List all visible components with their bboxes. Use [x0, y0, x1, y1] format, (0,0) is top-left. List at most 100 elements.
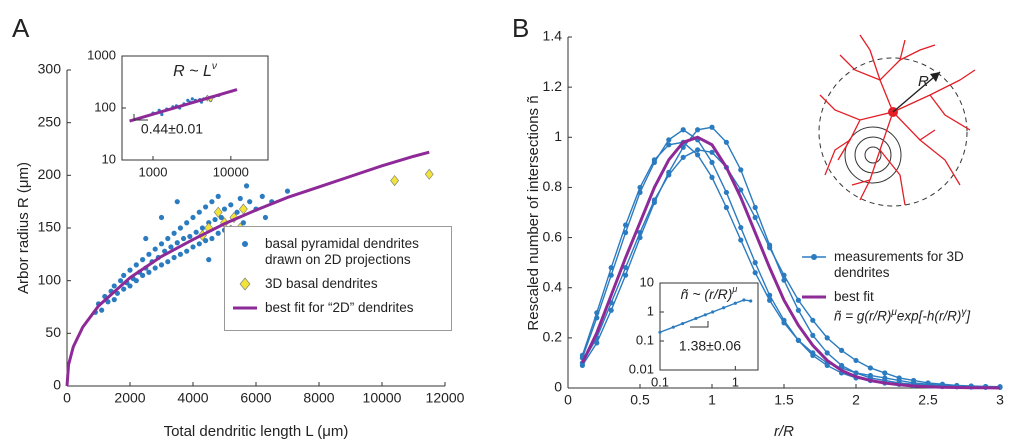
- data-point: [228, 202, 234, 208]
- legend-label: 3D basal dendrites: [265, 276, 378, 291]
- data-point: [781, 272, 787, 278]
- data-point: [127, 283, 133, 289]
- data-point: [703, 313, 707, 317]
- data-point: [867, 365, 874, 371]
- title-part: ñ ~ (r/R): [681, 286, 733, 302]
- y-tick-label: 300: [38, 61, 62, 77]
- data-point: [882, 375, 888, 381]
- data-point: [681, 321, 685, 326]
- data-point: [594, 310, 600, 316]
- data-point: [160, 112, 164, 117]
- legend-label: basal pyramidal dendrites drawn on 2D pr…: [265, 236, 419, 267]
- x-tick-label: 10000: [363, 390, 402, 406]
- data-point: [680, 154, 686, 160]
- slope-annotation: 1.38±0.06: [679, 338, 741, 354]
- legend-entry: basal pyramidal dendrites drawn on 2D pr…: [231, 236, 445, 268]
- title-part: R ~ L: [173, 63, 212, 80]
- legend-text-block: 3D basal dendrites: [265, 276, 378, 292]
- data-point: [186, 98, 190, 103]
- data-point: [651, 157, 658, 163]
- data-point: [158, 241, 165, 247]
- legend-entry: best fit for “2D” dendrites: [231, 300, 445, 316]
- data-point: [824, 350, 830, 356]
- data-point: [209, 235, 215, 242]
- legend-swatch: [802, 254, 826, 260]
- plot-area: [65, 150, 434, 387]
- data-point: [671, 325, 675, 329]
- x-tick-label: 4000: [177, 390, 208, 406]
- y-tick-label: 10: [640, 274, 654, 289]
- formula-part: ñ = g(r/R): [834, 308, 892, 324]
- data-point: [190, 214, 196, 221]
- data-point: [133, 262, 139, 268]
- legend-text-block: measurements for 3D dendrites: [834, 249, 1015, 281]
- data-point: [165, 235, 171, 242]
- data-point: [99, 307, 105, 313]
- data-point: [695, 127, 701, 133]
- data-point: [174, 199, 180, 205]
- legend-entry: measurements for 3D dendrites: [800, 249, 1015, 281]
- data-point: [694, 316, 698, 321]
- data-point: [187, 233, 193, 240]
- data-point: [711, 310, 715, 314]
- data-point: [738, 237, 744, 243]
- legend-entry: best fit ñ = g(r/R)μexp[-h(r/R)γ]: [800, 289, 1015, 325]
- title-part: ν: [212, 61, 217, 72]
- data-point: [637, 184, 643, 191]
- data-point: [213, 206, 223, 218]
- y-tick-label: 150: [38, 219, 62, 235]
- data-point: [658, 330, 662, 334]
- y-tick-label: 0.8: [543, 178, 563, 194]
- data-point: [867, 372, 874, 379]
- data-point: [752, 204, 758, 211]
- y-tick-label: 0.01: [629, 361, 654, 376]
- data-point: [723, 189, 730, 196]
- y-tick-label: 0: [554, 379, 562, 395]
- data-point: [111, 283, 117, 289]
- data-point: [193, 229, 199, 235]
- y-tick-label: 1.4: [543, 28, 563, 44]
- data-point: [177, 251, 183, 257]
- data-point: [853, 370, 859, 376]
- data-point: [158, 262, 165, 268]
- data-point: [180, 235, 187, 242]
- data-point: [262, 214, 269, 221]
- data-point: [752, 270, 758, 276]
- y-tick-label: 250: [38, 113, 62, 129]
- data-point: [215, 193, 221, 199]
- data-point: [666, 142, 672, 148]
- formula-part: μ: [891, 307, 897, 318]
- data-point: [742, 298, 746, 302]
- data-point: [767, 245, 773, 251]
- data-point: [239, 203, 248, 215]
- x-tick-label: 2000: [114, 390, 145, 406]
- data-point: [722, 306, 726, 310]
- legend-text-block: best fit for “2D” dendrites: [265, 300, 414, 316]
- fit-line: [581, 135, 1001, 390]
- fit-formula: ñ = g(r/R)μexp[-h(r/R)γ]: [834, 305, 970, 325]
- data-point: [824, 335, 830, 341]
- x-tick-label: 10000: [213, 164, 249, 179]
- data-point: [165, 259, 171, 265]
- legend-swatch: [242, 241, 248, 247]
- panel-label: A: [12, 13, 30, 43]
- x-tick-label: 1: [708, 392, 716, 408]
- x-tick-label: 0.1: [651, 374, 669, 389]
- x-tick-label: 3: [996, 392, 1004, 408]
- data-point: [810, 332, 816, 338]
- data-point: [733, 301, 737, 305]
- data-point: [234, 209, 240, 215]
- data-point: [174, 240, 180, 246]
- x-axis-label: r/R: [774, 423, 794, 440]
- swatch-mark: [242, 241, 248, 247]
- data-point: [199, 225, 206, 231]
- data-point: [939, 381, 946, 387]
- data-point: [738, 224, 744, 231]
- data-point: [146, 251, 152, 257]
- slope-bracket: [133, 114, 148, 121]
- data-point: [247, 199, 253, 205]
- y-tick-label: 50: [45, 324, 61, 340]
- data-point: [723, 139, 730, 145]
- data-point: [795, 307, 802, 313]
